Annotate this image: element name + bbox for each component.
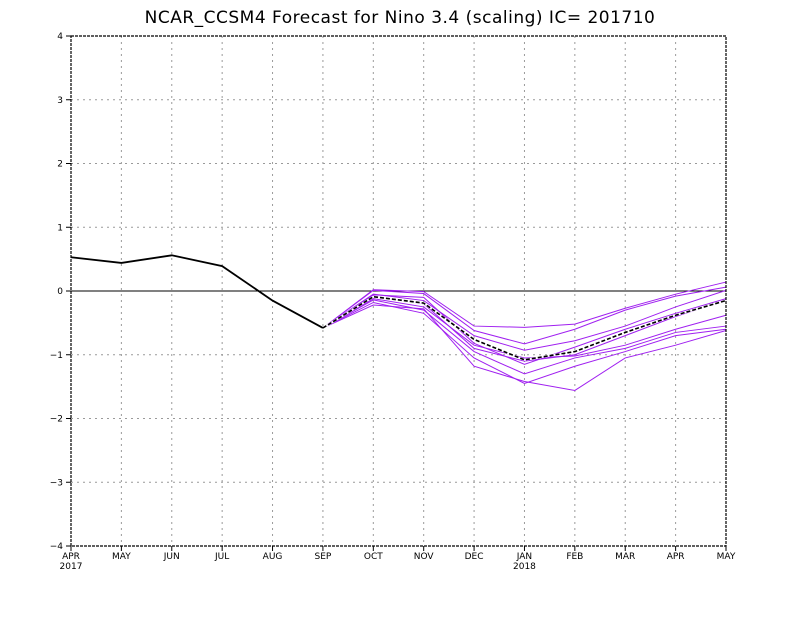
x-tick-label: JAN — [516, 552, 532, 562]
x-tick-label: DEC — [465, 552, 484, 562]
x-tick-label: NOV — [414, 552, 435, 562]
ensemble-mean-layer — [322, 295, 727, 361]
y-tick-label: −3 — [50, 478, 63, 488]
x-tick-label: FEB — [566, 552, 583, 562]
y-tick-label: 4 — [57, 32, 63, 42]
observed-layer — [70, 254, 324, 329]
y-tick-label: −2 — [50, 415, 63, 425]
x-year-label: 2017 — [60, 562, 83, 572]
x-tick-label: AUG — [263, 552, 283, 562]
ensemble-member-line — [322, 304, 727, 391]
ensemble-member-line — [322, 289, 727, 351]
x-tick-label: MAY — [717, 552, 736, 562]
x-tick-label: APR — [667, 552, 685, 562]
chart-title: NCAR_CCSM4 Forecast for Nino 3.4 (scalin… — [144, 8, 656, 28]
y-tick-label: −1 — [50, 351, 63, 361]
y-tick-label: 2 — [57, 160, 63, 170]
axes — [66, 35, 727, 551]
x-tick-label: MAR — [615, 552, 635, 562]
ensemble-member-line — [322, 299, 727, 375]
y-tick-label: 3 — [57, 96, 63, 106]
y-tick-label: 0 — [57, 287, 63, 297]
x-tick-label: MAY — [112, 552, 131, 562]
x-tick-label: JUL — [214, 552, 229, 562]
ensemble-mean-line — [322, 295, 727, 361]
x-year-label: 2018 — [513, 562, 536, 572]
observed-line — [70, 254, 324, 329]
grid-lines — [71, 36, 726, 546]
y-tick-label: 1 — [57, 223, 63, 233]
ensemble-member-line — [322, 286, 727, 345]
x-tick-label: SEP — [315, 552, 332, 562]
x-tick-label: JUN — [163, 552, 180, 562]
x-tick-label: OCT — [364, 552, 383, 562]
ensemble-member-line — [322, 294, 727, 365]
ensemble-member-line — [322, 298, 727, 359]
y-tick-label: −4 — [50, 542, 64, 552]
x-tick-label: APR — [62, 552, 80, 562]
ensemble-member-line — [322, 281, 727, 329]
